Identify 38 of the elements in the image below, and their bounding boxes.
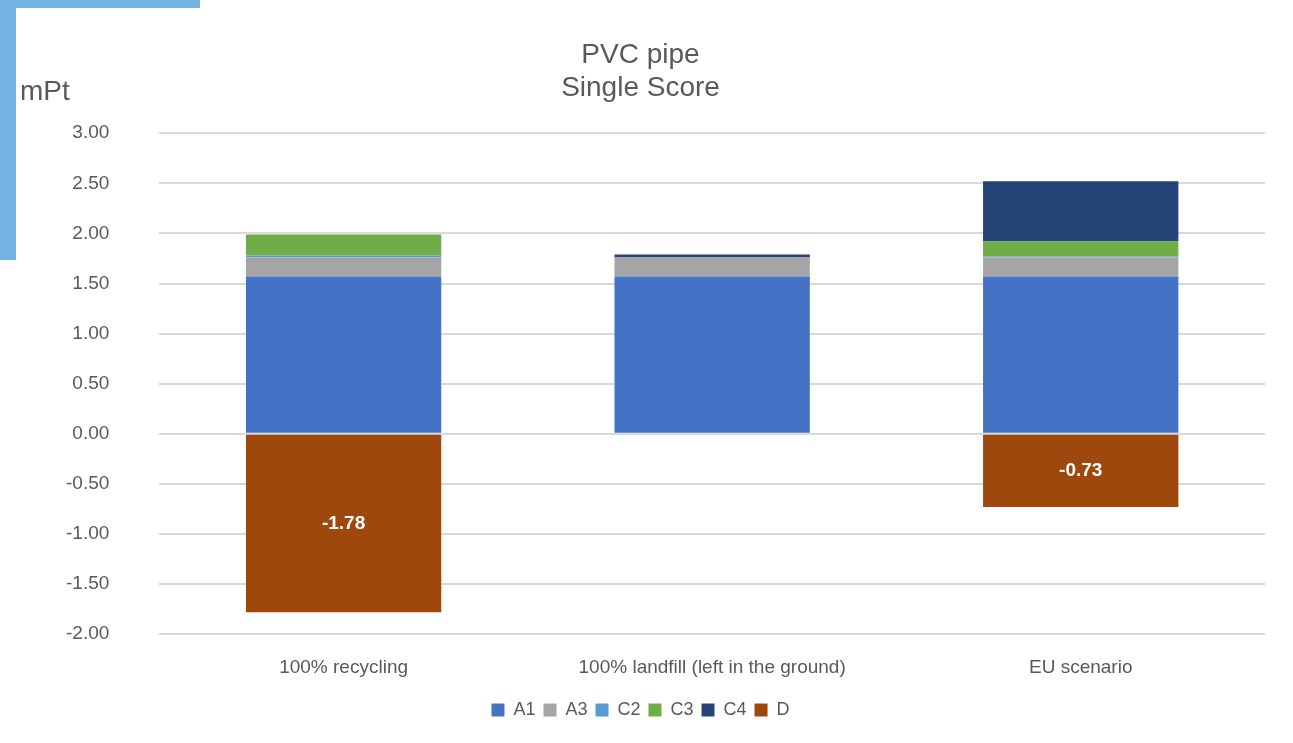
legend-label: D [776, 698, 790, 719]
bar [245, 255, 442, 258]
bar [614, 254, 810, 258]
bar [983, 434, 1179, 507]
y-axis-title: mPt [20, 74, 70, 106]
chart-title: PVC pipe [581, 37, 700, 69]
chart-subtitle: Single Score [561, 71, 720, 103]
bar [983, 257, 1179, 277]
bar [245, 276, 442, 433]
legend-label: C4 [723, 698, 747, 719]
legend-label: C2 [617, 698, 641, 719]
bar [983, 276, 1179, 433]
y-tick-label: 3.00 [72, 121, 110, 143]
data-label: -1.78 [321, 511, 366, 533]
bar [614, 257, 810, 277]
bar [983, 181, 1179, 242]
legend-label: A3 [565, 698, 588, 719]
y-tick-label: -1.50 [65, 572, 110, 594]
bar [245, 234, 442, 256]
x-tick-label: EU scenario [1028, 655, 1133, 677]
y-tick-label: 1.50 [72, 271, 110, 293]
y-tick-label: 2.50 [72, 171, 110, 193]
y-tick-label: -2.00 [65, 622, 110, 644]
bar [245, 434, 442, 613]
y-tick-label: 0.50 [72, 371, 110, 393]
bar [983, 241, 1179, 257]
y-tick-label: -0.50 [65, 472, 110, 494]
y-tick-label: 2.00 [72, 221, 110, 243]
data-label: -0.73 [1059, 459, 1103, 481]
bar [614, 276, 810, 433]
y-tick-label: 1.00 [72, 321, 110, 343]
x-tick-label: 100% recycling [279, 655, 409, 677]
x-tick-label: 100% landfill (left in the ground) [578, 655, 846, 677]
y-tick-label: -1.00 [65, 522, 110, 544]
y-tick-label: 0.00 [72, 422, 110, 444]
legend-label: A1 [513, 698, 536, 719]
bar [245, 257, 442, 277]
legend-label: C3 [670, 698, 694, 719]
